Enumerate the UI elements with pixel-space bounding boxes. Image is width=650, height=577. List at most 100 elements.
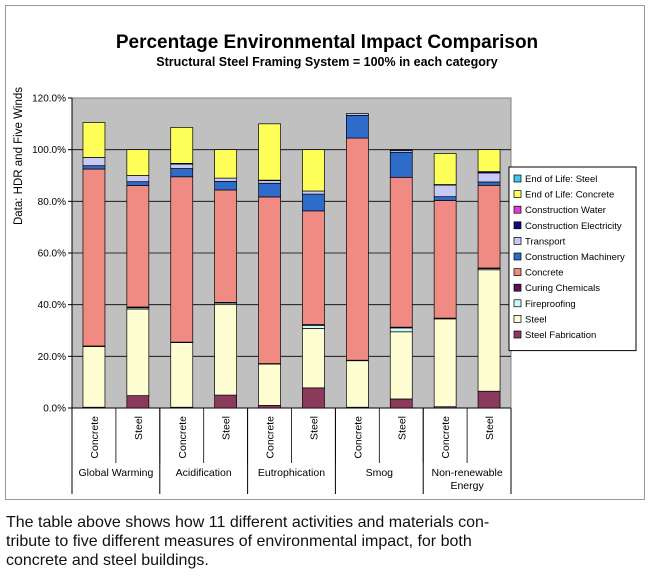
bar-segment (389, 331, 413, 400)
x-bar-label: Concrete (440, 416, 452, 459)
bar-segment (258, 123, 281, 181)
bar-segment (214, 181, 237, 191)
bar-segment (258, 196, 281, 364)
bar-segment (126, 395, 150, 409)
group-label: Non-renewable (431, 467, 502, 479)
x-bar-label: Concrete (352, 416, 364, 459)
bar-segment (170, 176, 194, 343)
bar-segment (170, 342, 194, 408)
legend-swatch (513, 299, 522, 308)
legend-swatch (513, 174, 522, 183)
x-bar-label: Concrete (177, 416, 189, 459)
bar-segment (170, 127, 194, 164)
bar-segment (433, 318, 457, 408)
chart-title: Percentage Environmental Impact Comparis… (116, 32, 538, 53)
bar-segment (126, 175, 150, 183)
bar-segment (389, 398, 413, 409)
group-label: Energy (450, 480, 484, 492)
bar-segment (258, 405, 281, 409)
caption-line: tribute to five different measures of en… (6, 533, 472, 550)
legend-swatch (513, 330, 522, 339)
y-tick-label: 40.0% (38, 300, 66, 311)
x-bar-label: Concrete (89, 416, 101, 459)
legend-label: End of Life: Steel (525, 174, 597, 185)
legend-swatch (513, 252, 522, 261)
bar-segment (389, 176, 413, 328)
y-tick-label: 60.0% (38, 249, 66, 260)
bar-segment (126, 149, 150, 176)
group-label: Smog (366, 467, 394, 479)
bar-segment (82, 122, 106, 158)
y-tick-label: 20.0% (38, 352, 66, 363)
bar-segment (477, 390, 501, 409)
legend-swatch (513, 221, 522, 230)
legend-label: Steel (525, 314, 547, 325)
chart-frame: Percentage Environmental Impact Comparis… (5, 5, 645, 500)
plot-area: 0.0% 20.0% 40.0% 60.0% 80.0% 100.0% 120.0% Conc… (32, 94, 512, 494)
bar-segment (346, 113, 369, 116)
legend-swatch (513, 315, 522, 323)
bar-segment (346, 114, 369, 139)
bar-segment (214, 177, 237, 182)
bar-segment (477, 149, 501, 172)
legend-swatch (513, 237, 522, 245)
bar-segment (170, 168, 194, 178)
y-tick-label: 120.0% (32, 94, 66, 105)
bar-segment (477, 181, 501, 186)
group-label: Eutrophication (258, 467, 325, 479)
chart: Percentage Environmental Impact Comparis… (13, 32, 637, 494)
x-bar-label: Concrete (265, 416, 277, 459)
bar-segment (389, 327, 413, 333)
legend-label: Construction Machinery (525, 252, 625, 263)
x-bar-label: Steel (396, 416, 408, 440)
bar-segment (214, 304, 237, 396)
bar-segment (302, 328, 325, 389)
bar-segment (302, 387, 325, 409)
y-axis-label: Data: HDR and Five Winds (13, 87, 25, 225)
bar-segment (389, 151, 413, 178)
bar-segment (302, 193, 325, 212)
group-label: Acidification (176, 467, 232, 479)
bar-segment (82, 157, 106, 167)
bar-segment (302, 324, 325, 329)
bar-segment (433, 196, 457, 201)
legend-label: Construction Water (525, 205, 606, 216)
group-label: Global Warming (78, 467, 153, 479)
bar-segment (170, 163, 194, 169)
bar-segment (477, 184, 501, 269)
bar-segment (477, 269, 501, 392)
bar-segment (82, 168, 106, 347)
x-bar-label: Steel (133, 416, 145, 440)
legend-label: Construction Electricity (525, 221, 622, 232)
bar-segment (258, 363, 281, 406)
bar-segment (433, 200, 457, 319)
bar-segment (258, 182, 281, 198)
bar-segment (82, 346, 106, 408)
bar-segment (302, 210, 325, 325)
x-bar-label: Steel (221, 416, 233, 440)
bar-segment (126, 181, 150, 186)
bar-segment (477, 172, 501, 183)
legend-swatch (513, 268, 522, 276)
x-bar-label: Steel (484, 416, 496, 440)
bar-segment (302, 149, 325, 192)
legend-box (508, 166, 637, 352)
bar-segment (82, 165, 106, 170)
bar-segment (346, 137, 369, 361)
bar-segment (126, 185, 150, 308)
legend-label: Curing Chemicals (525, 283, 600, 294)
bar-segment (433, 184, 457, 198)
bar-segment (346, 360, 369, 408)
bar-segment (214, 394, 237, 409)
bar-segment (258, 180, 281, 184)
y-tick-label: 80.0% (38, 197, 66, 208)
legend-label: Steel Fabrication (525, 330, 596, 341)
bar-segment (214, 189, 237, 303)
chart-subtitle: Structural Steel Framing System = 100% i… (156, 55, 498, 69)
legend-swatch (513, 190, 522, 198)
bar-segment (214, 149, 237, 179)
y-tick-label: 100.0% (32, 145, 66, 156)
bar-segment (302, 190, 325, 195)
bar-segment (433, 153, 457, 185)
caption-line: The table above shows how 11 different a… (6, 514, 490, 531)
